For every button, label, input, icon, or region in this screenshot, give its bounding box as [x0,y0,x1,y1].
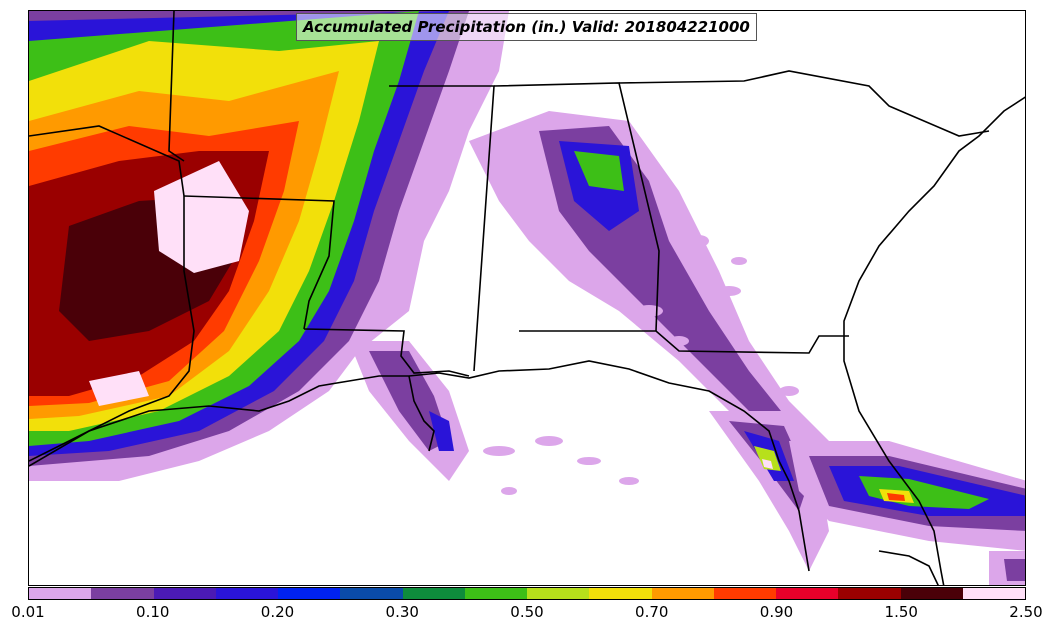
colorbar-segment [900,588,963,599]
colorbar-tick-label: 0.30 [385,603,419,621]
map-canvas [29,11,1025,585]
map-title: Accumulated Precipitation (in.) Valid: 2… [296,13,757,41]
colorbar-segment [29,588,92,599]
boundaries [29,11,1025,585]
precip-band-max [154,161,249,273]
precipitation-map [28,10,1026,586]
colorbar-tick-label: 0.70 [635,603,669,621]
colorbar-tick-label: 0.50 [510,603,544,621]
colorbar-segment [589,588,652,599]
colorbar-segment [464,588,527,599]
colorbar-tick-label: 0.10 [136,603,170,621]
colorbar-segment [776,588,839,599]
colorbar-tick-label: 2.50 [1009,603,1043,621]
colorbar-segment [402,588,465,599]
colorbar-tick-label: 0.01 [11,603,45,621]
colorbar-segment [340,588,403,599]
colorbar-tick-label: 0.20 [260,603,295,621]
colorbar-segment [527,588,590,599]
colorbar-tick-label: 1.50 [884,603,918,621]
colorbar-tick-label: 0.90 [759,603,794,621]
colorbar-segment [153,588,216,599]
precipitation-field [29,11,1025,585]
colorbar-segment [278,588,341,599]
precip-colorbar [28,587,1026,600]
colorbar-segment [962,588,1025,599]
colorbar-segment [838,588,901,599]
colorbar-segment [91,588,154,599]
colorbar-segment [651,588,714,599]
colorbar-segment [713,588,776,599]
colorbar-segment [215,588,278,599]
